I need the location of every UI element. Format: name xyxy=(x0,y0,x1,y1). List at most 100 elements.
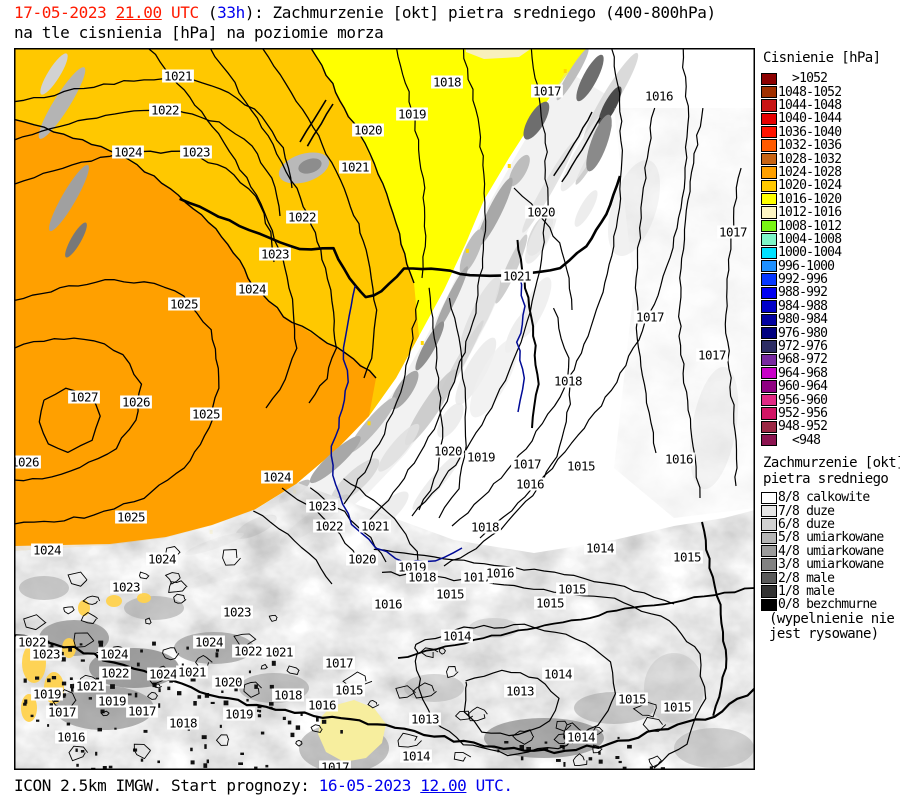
isobar-label: 1024 xyxy=(236,282,268,297)
isobar-line xyxy=(634,107,657,454)
isobar-label: 1017 xyxy=(511,457,543,472)
isobar-label: 1020 xyxy=(212,675,244,690)
legend-swatch xyxy=(761,99,777,112)
border-line xyxy=(299,99,327,143)
footer-credit: ICON 2.5km IMGW. Start prognozy: 16-05-2… xyxy=(14,776,513,795)
legend-row: <948 xyxy=(761,433,900,448)
isobar-label: 1023 xyxy=(110,580,142,595)
cloud-legend: Zachmurzenie [okt] pietra sredniego 8/8 … xyxy=(761,455,900,642)
legend-row: 992-996 xyxy=(761,272,900,287)
legend-row: 964-968 xyxy=(761,365,900,381)
legend-label: 960-964 xyxy=(778,379,828,395)
svg-text:1017: 1017 xyxy=(128,704,156,719)
legend-label: 1024-1028 xyxy=(778,164,842,180)
legend-row: 968-972 xyxy=(761,352,900,367)
legend-swatch xyxy=(761,571,777,585)
legend-row: >1052 xyxy=(761,71,900,86)
legend-row: 1032-1036 xyxy=(761,138,900,153)
utc-label: UTC xyxy=(170,3,199,22)
map-frame xyxy=(14,48,755,770)
isobar-label: 1025 xyxy=(168,297,200,312)
isobar-label: 1021 xyxy=(501,269,533,284)
legend-swatch xyxy=(761,407,777,420)
legend-label: 1000-1004 xyxy=(778,245,842,261)
run-start-date: 16-05-2023 xyxy=(318,776,421,795)
svg-text:1016: 1016 xyxy=(374,597,402,612)
isobar-label: 1017 xyxy=(46,705,78,720)
isobar-labels-layer: 1021102210231024102010211022102310241018… xyxy=(14,69,749,770)
isobar-label: 1019 xyxy=(223,707,255,722)
svg-text:1018: 1018 xyxy=(554,374,582,389)
legend-swatch xyxy=(761,585,777,598)
svg-text:1026: 1026 xyxy=(122,395,150,410)
isobar-line xyxy=(463,669,560,737)
svg-text:1014: 1014 xyxy=(586,541,614,556)
model-name: ICON 2.5km IMGW. Start prognozy: xyxy=(14,776,319,795)
legend-row: 2/8 male xyxy=(761,571,900,586)
legend-row: 1004-1008 xyxy=(761,231,900,247)
isobar-label: 1023 xyxy=(180,145,212,160)
border-line xyxy=(553,111,593,177)
isobar-label: 1018 xyxy=(406,570,438,585)
legend-label: 5/8 umiarkowane xyxy=(778,530,884,546)
forecast-lead: 33h xyxy=(217,3,245,22)
isobar-label: 1023 xyxy=(259,247,291,262)
run-date: 17-05-2023 xyxy=(14,3,107,22)
isobar-label: 1020 xyxy=(432,444,464,459)
legend-label: 1004-1008 xyxy=(778,231,842,247)
legend-row: 1012-1016 xyxy=(761,205,900,220)
legend-label: 6/8 duze xyxy=(778,516,835,532)
valid-time: 21.00 xyxy=(115,3,163,22)
legend-label: 4/8 umiarkowane xyxy=(778,543,884,559)
legend-row: 1048-1052 xyxy=(761,85,900,100)
legend-row: 976-980 xyxy=(761,325,900,341)
borders-layer xyxy=(14,99,755,755)
legend-swatch xyxy=(761,259,777,273)
svg-text:1017: 1017 xyxy=(325,656,353,671)
legend-swatch xyxy=(761,393,777,407)
isobar-label: 1019 xyxy=(396,107,428,122)
svg-text:1019: 1019 xyxy=(98,694,126,709)
isobar-label: 1017 xyxy=(323,656,355,671)
svg-text:1015: 1015 xyxy=(558,582,586,597)
svg-text:1025: 1025 xyxy=(117,510,145,525)
legend-label: 1020-1024 xyxy=(778,178,842,194)
svg-text:1022: 1022 xyxy=(18,635,46,650)
svg-text:1024: 1024 xyxy=(100,647,128,662)
svg-text:1014: 1014 xyxy=(567,730,595,745)
isobar-label: 1015 xyxy=(556,582,588,597)
legend-swatch xyxy=(761,72,777,85)
border-line xyxy=(561,117,601,183)
svg-text:1016: 1016 xyxy=(486,566,514,581)
title-text: Zachmurzenie [okt] pietra sredniego (400… xyxy=(263,3,717,22)
legend-row: 948-952 xyxy=(761,419,900,434)
svg-text:1020: 1020 xyxy=(434,444,462,459)
legend-label: 976-980 xyxy=(778,325,828,341)
legend-swatch xyxy=(761,367,777,380)
isobar-line xyxy=(373,548,675,605)
legend-row: 1036-1040 xyxy=(761,125,900,140)
legend-label: 964-968 xyxy=(778,365,828,381)
isobar-label: 1015 xyxy=(671,550,703,565)
isobar-label: 1023 xyxy=(30,647,62,662)
svg-text:1015: 1015 xyxy=(335,683,363,698)
legend-row: 1028-1032 xyxy=(761,152,900,167)
legend-label: 7/8 duze xyxy=(778,503,835,519)
isobar-label: 1026 xyxy=(120,395,152,410)
isobar-label: 1024 xyxy=(31,543,63,558)
isobar-label: 1016 xyxy=(484,566,516,581)
isobar-label: 1017 xyxy=(696,348,728,363)
svg-text:1023: 1023 xyxy=(223,605,251,620)
svg-text:1024: 1024 xyxy=(195,635,223,650)
legend-swatch xyxy=(761,558,777,571)
cloud-legend-title1: Zachmurzenie [okt] xyxy=(763,455,900,471)
legend-swatch xyxy=(761,353,777,367)
cloud-legend-rows: 8/8 calkowite 7/8 duze 6/8 duze 5/8 umiarko… xyxy=(761,490,900,612)
svg-text:1017: 1017 xyxy=(513,457,541,472)
svg-text:1024: 1024 xyxy=(263,470,291,485)
legend-label: 1044-1048 xyxy=(778,97,842,113)
legend-row: 960-964 xyxy=(761,379,900,395)
svg-text:1014: 1014 xyxy=(544,667,572,682)
legend-swatch xyxy=(761,518,777,531)
